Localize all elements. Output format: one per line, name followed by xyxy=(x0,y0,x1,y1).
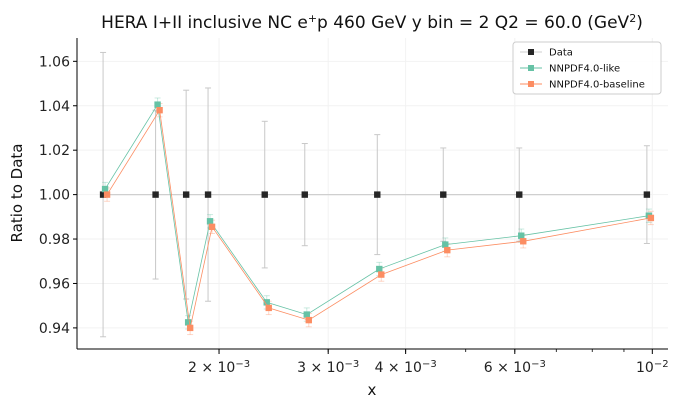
data-point xyxy=(376,265,383,273)
data-point xyxy=(99,191,107,198)
data-point xyxy=(518,232,525,239)
data-point xyxy=(101,185,109,193)
x-axis-label: x xyxy=(368,381,377,399)
series-line xyxy=(106,109,651,328)
data-point xyxy=(520,238,527,245)
data-point xyxy=(184,319,192,326)
legend-swatch xyxy=(528,49,534,55)
y-tick-label: 0.94 xyxy=(39,321,70,337)
data-point xyxy=(182,191,190,198)
x-tick-label: 10−2 xyxy=(636,359,669,377)
data-point xyxy=(154,101,161,108)
x-tick-label: 2 × 10−3 xyxy=(188,359,250,377)
y-tick-label: 0.98 xyxy=(39,232,70,248)
data-point xyxy=(204,191,212,198)
chart-title: HERA I+II inclusive NC e+p 460 GeV y bin… xyxy=(101,12,643,34)
legend-swatch xyxy=(528,81,534,87)
y-tick-label: 1.00 xyxy=(39,188,70,204)
data-point xyxy=(643,191,651,198)
data-point xyxy=(444,246,451,254)
legend-frame xyxy=(512,41,662,95)
data-point xyxy=(208,223,216,231)
data-point xyxy=(186,324,194,332)
data-point xyxy=(152,191,159,198)
data-point xyxy=(442,241,449,248)
data-point xyxy=(301,191,308,198)
y-tick-label: 0.96 xyxy=(39,276,70,292)
x-tick-label: 6 × 10−3 xyxy=(484,359,546,377)
data-point xyxy=(516,191,523,198)
legend-label: NNPDF4.0-baseline xyxy=(549,80,645,91)
y-ticks: 0.94 0.96 0.98 1.00 1.02 1.04 1.06 xyxy=(39,54,77,337)
data-point xyxy=(303,311,310,318)
data-point xyxy=(305,316,312,324)
y-tick-label: 1.04 xyxy=(39,99,70,115)
data-point xyxy=(103,191,111,198)
data-point xyxy=(261,191,268,198)
legend-label: NNPDF4.0-like xyxy=(549,64,620,75)
x-tick-label: 4 × 10−3 xyxy=(375,359,437,377)
data-point xyxy=(378,271,385,278)
data-point xyxy=(647,214,655,222)
data-point xyxy=(440,191,447,198)
data-point xyxy=(374,191,381,198)
series-line xyxy=(104,103,649,323)
x-tick-label: 3 × 10−3 xyxy=(297,359,359,377)
data-point xyxy=(156,106,163,114)
series xyxy=(99,101,655,332)
y-axis-label: Ratio to Data xyxy=(8,144,26,243)
y-tick-label: 1.06 xyxy=(39,54,70,70)
data-point xyxy=(206,218,214,225)
data-point xyxy=(265,304,272,312)
legend-label: Data xyxy=(549,48,573,59)
legend-swatch xyxy=(528,65,534,71)
y-tick-label: 1.02 xyxy=(39,143,70,159)
data-point xyxy=(263,299,270,306)
legend: Data NNPDF4.0-like NNPDF4.0-baseline xyxy=(512,41,662,95)
axes xyxy=(76,38,668,350)
x-ticks: 2 × 10−3 3 × 10−3 4 × 10−3 6 × 10−3 10−2 xyxy=(188,349,669,376)
